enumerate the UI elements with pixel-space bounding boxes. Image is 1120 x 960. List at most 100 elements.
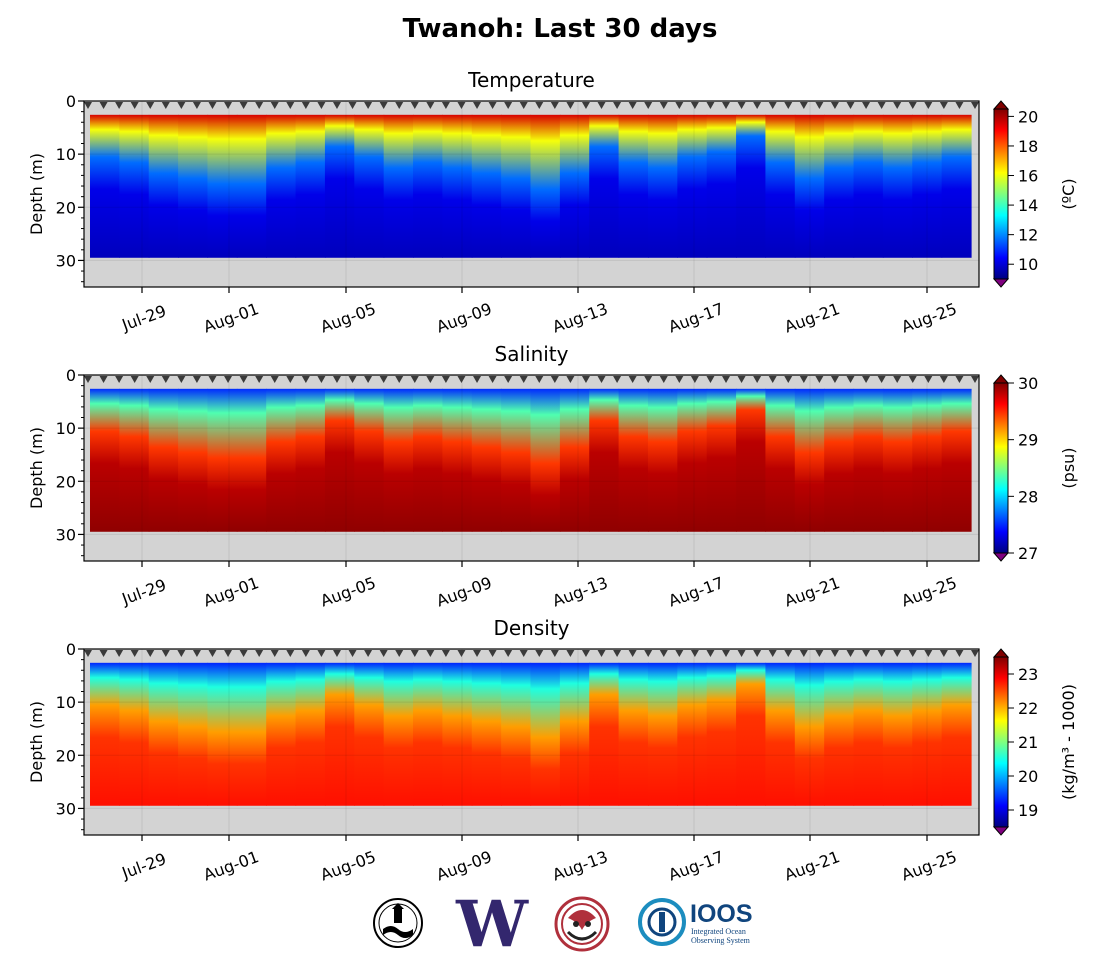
data-column [706,388,737,532]
panel-salinity: Salinity 0 10 20 30 Depth (m) Jul-29 Aug-01 Aug-… [27,342,1078,611]
profile-marker [659,102,668,109]
data-column [589,388,620,532]
profile-marker [737,650,746,657]
plot-frame [83,100,980,288]
profile-marker [161,102,170,109]
profile-marker [877,376,886,383]
logo-row: W IOOS Integrated Ocean Observing System [373,888,753,958]
tribal-logo [554,896,610,952]
profile-marker [706,102,715,109]
colorbar-tick-label: 10 [1018,255,1038,274]
profile-marker [784,376,793,383]
profile-marker [815,102,824,109]
profile-marker [535,102,544,109]
x-tick-label: Aug-01 [201,299,261,336]
profile-marker [597,376,606,383]
panel-temperature: Temperature 0 10 20 30 Depth (m) Jul-29 Aug-01 A… [27,68,1078,337]
profile-marker [379,376,388,383]
data-column [589,662,620,806]
colorbar-tick-label: 29 [1018,431,1038,450]
profile-marker [130,376,139,383]
profile-marker [192,102,201,109]
profile-marker [675,650,684,657]
profile-marker [628,376,637,383]
data-column [207,388,238,532]
profile-marker [410,650,419,657]
profile-marker [799,102,808,109]
y-tick-label: 30 [56,525,76,544]
profile-marker [348,650,357,657]
data-column [236,114,267,258]
data-column [266,114,297,258]
profile-marker [317,102,326,109]
x-tick-label: Aug-01 [201,847,261,884]
profile-marker [862,650,871,657]
data-column [354,388,385,532]
profile-marker [628,650,637,657]
profile-marker [722,102,731,109]
data-column [413,114,443,258]
profile-marker [768,650,777,657]
profile-marker [301,102,310,109]
data-column [383,662,414,806]
data-column [501,388,532,532]
profile-marker [566,102,575,109]
profile-marker [550,650,559,657]
profile-marker [908,650,917,657]
x-tick-label: Aug-05 [318,847,378,884]
profile-marker [332,376,341,383]
data-column [148,388,179,532]
x-tick-label: Aug-17 [666,847,726,884]
profile-marker [270,376,279,383]
profile-marker [659,376,668,383]
y-tick-label: 0 [66,640,76,659]
colorbar-tick-label: 20 [1018,767,1038,786]
profile-marker [846,102,855,109]
profile-marker [115,102,124,109]
y-tick-label: 20 [56,472,76,491]
profile-marker [706,376,715,383]
data-column [324,388,355,532]
profile-marker [84,102,92,109]
data-column [794,114,825,258]
x-tick-label: Aug-05 [318,573,378,610]
profile-marker [239,376,248,383]
profile-marker [504,650,513,657]
profile-marker [815,650,824,657]
data-column [119,662,150,806]
data-column [501,662,532,806]
profile-marker [410,376,419,383]
profile-marker [84,376,92,383]
colorbar-tick-label: 18 [1018,137,1038,156]
profile-marker [301,376,310,383]
data-column [853,662,884,806]
profile-marker [426,650,435,657]
y-tick-label: 0 [66,366,76,385]
profile-marker [146,376,155,383]
profile-marker [908,376,917,383]
data-column [266,662,297,806]
data-column [354,114,385,258]
x-tick-label: Aug-21 [782,847,842,884]
x-tick-label: Aug-13 [550,299,610,336]
profile-marker [550,102,559,109]
data-column [90,114,120,258]
data-column [207,114,238,258]
profile-marker [270,650,279,657]
x-tick-label: Aug-21 [782,299,842,336]
profile-marker [644,376,653,383]
profile-marker [566,376,575,383]
y-tick-label: 10 [56,419,76,438]
data-column [736,662,767,806]
x-tick-label: Aug-09 [434,299,494,336]
colorbar-tick-label: 22 [1018,699,1038,718]
profile-marker [877,102,886,109]
y-tick-label: 10 [56,145,76,164]
profile-marker [348,102,357,109]
data-column [794,662,825,806]
x-tick-label: Jul-29 [119,849,169,883]
profile-marker [364,376,373,383]
profile-marker [457,650,466,657]
data-column [736,114,767,258]
colorbar-extend-min [992,278,1010,288]
